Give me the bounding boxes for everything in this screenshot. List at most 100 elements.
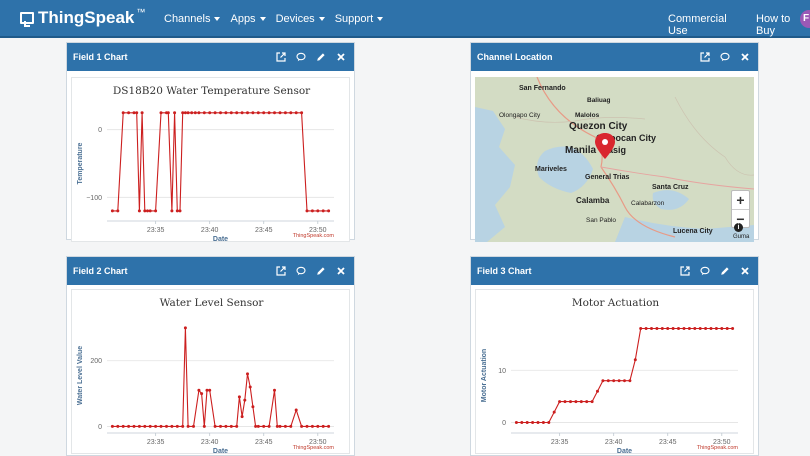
data-point xyxy=(197,388,201,392)
data-point xyxy=(143,424,147,428)
data-point xyxy=(137,209,141,213)
menu-support[interactable]: Support xyxy=(335,13,384,25)
map-canvas[interactable]: San Fernando Baliuag Olongapo City Malol… xyxy=(475,77,754,242)
data-point xyxy=(563,400,567,404)
data-point xyxy=(127,111,131,115)
close-icon[interactable] xyxy=(740,266,750,276)
data-point xyxy=(547,421,551,424)
data-point xyxy=(186,111,190,115)
data-point xyxy=(219,424,222,428)
external-link-icon[interactable] xyxy=(680,266,690,276)
data-point xyxy=(240,415,244,419)
x-tick-label: 23:50 xyxy=(309,227,327,234)
top-navbar: ThingSpeak ™ Channels Apps Devices Suppo… xyxy=(0,0,810,38)
link-how-to-buy[interactable]: How to Buy xyxy=(756,13,791,37)
data-point xyxy=(193,111,197,115)
map-info-icon[interactable]: i xyxy=(734,223,743,232)
x-axis-label: Date xyxy=(213,236,228,243)
comment-icon[interactable] xyxy=(296,266,306,276)
caret-down-icon xyxy=(377,17,384,21)
chart-area: Water Level Sensor 0 200 23:35 23:40 23:45 23:… xyxy=(71,289,350,455)
brand-logo[interactable]: ThingSpeak ™ xyxy=(20,7,145,28)
data-point xyxy=(208,111,212,115)
close-icon[interactable] xyxy=(336,52,346,62)
panel-title: Field 2 Chart xyxy=(73,266,128,276)
data-point xyxy=(327,424,331,428)
pencil-icon[interactable] xyxy=(316,266,326,276)
data-point xyxy=(275,424,279,428)
link-commercial-use[interactable]: Commercial Use xyxy=(668,13,727,37)
data-point xyxy=(283,111,287,115)
data-point xyxy=(666,327,670,330)
data-point xyxy=(558,400,562,404)
data-point xyxy=(660,327,664,330)
map-label-san-pablo: San Pablo xyxy=(586,217,616,224)
map-land xyxy=(475,77,754,242)
map-label-olongapo: Olongapo City xyxy=(499,112,541,119)
data-point xyxy=(213,111,217,115)
data-point xyxy=(525,421,529,424)
map-attribution[interactable]: Guma xyxy=(733,234,750,240)
close-icon[interactable] xyxy=(336,266,346,276)
series-line xyxy=(112,327,329,427)
map-manila-bay xyxy=(537,146,593,193)
pencil-icon[interactable] xyxy=(316,52,326,62)
data-point xyxy=(181,111,185,115)
data-point xyxy=(520,421,524,424)
external-link-icon[interactable] xyxy=(700,52,710,62)
data-point xyxy=(140,111,144,115)
y-axis-label: Water Level Value xyxy=(77,346,84,405)
data-point xyxy=(246,111,249,115)
map-label-manila: Manila xyxy=(565,145,597,156)
user-avatar[interactable]: F xyxy=(800,10,810,28)
data-point xyxy=(552,410,556,414)
data-point xyxy=(677,327,680,330)
data-point xyxy=(235,424,239,428)
data-point xyxy=(181,424,185,428)
map-zoom-control: + − xyxy=(731,190,750,228)
map-road xyxy=(514,116,646,123)
data-point xyxy=(110,424,114,428)
channel-location-map[interactable]: San Fernando Baliuag Olongapo City Malol… xyxy=(475,77,754,242)
field3-line-chart: Motor Actuation 0 10 23:35 23:40 23:45 23:50 Da… xyxy=(481,297,738,455)
data-point xyxy=(137,424,141,428)
data-point xyxy=(310,424,314,428)
zoom-in-button[interactable]: + xyxy=(736,192,745,208)
external-link-icon[interactable] xyxy=(276,52,286,62)
menu-channels[interactable]: Channels xyxy=(164,13,221,25)
data-point xyxy=(273,388,276,392)
main-menu: Channels Apps Devices Support xyxy=(164,13,384,25)
data-point xyxy=(731,327,735,330)
data-point xyxy=(531,421,535,424)
data-point xyxy=(682,327,686,330)
data-point xyxy=(704,327,708,330)
map-road xyxy=(674,96,754,176)
pencil-icon[interactable] xyxy=(720,266,730,276)
data-point xyxy=(321,209,325,213)
menu-channels-label: Channels xyxy=(164,13,211,25)
data-point xyxy=(246,372,249,376)
menu-support-label: Support xyxy=(334,13,374,25)
map-label-calamba: Calamba xyxy=(576,196,610,205)
data-point xyxy=(623,379,626,383)
menu-devices[interactable]: Devices xyxy=(276,13,325,25)
data-point xyxy=(192,424,195,428)
external-link-icon[interactable] xyxy=(276,266,286,276)
data-point xyxy=(256,111,260,115)
location-marker-icon[interactable] xyxy=(595,133,615,159)
map-label-san-fernando: San Fernando xyxy=(519,85,566,92)
zoom-out-button[interactable]: − xyxy=(732,209,749,227)
menu-apps[interactable]: Apps xyxy=(230,13,266,25)
data-point xyxy=(612,379,616,383)
data-point xyxy=(116,209,120,213)
map-label-lucena-city: Lucena City xyxy=(673,228,713,235)
y-tick-label: 0 xyxy=(502,420,506,427)
data-point xyxy=(254,424,258,428)
map-road xyxy=(600,166,676,238)
close-icon[interactable] xyxy=(740,52,750,62)
comment-icon[interactable] xyxy=(700,266,710,276)
chart-credit: ThingSpeak.com xyxy=(293,233,335,239)
comment-icon[interactable] xyxy=(296,52,306,62)
comment-icon[interactable] xyxy=(720,52,730,62)
